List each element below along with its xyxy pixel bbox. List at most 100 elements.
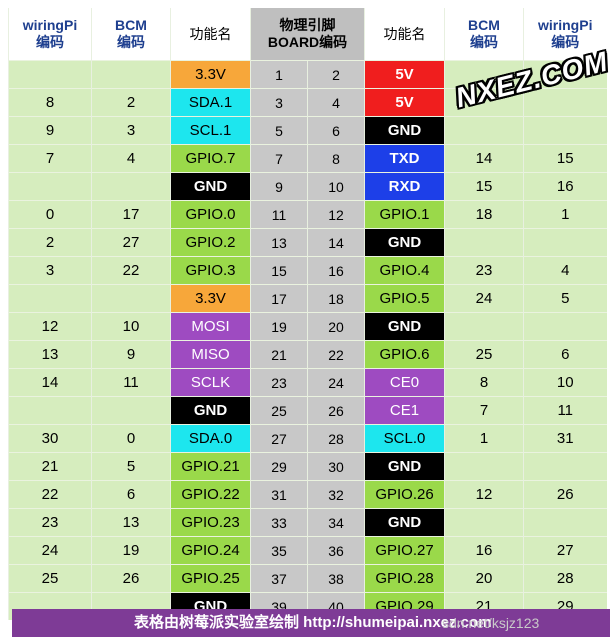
wiringpi-right-cell: 1: [523, 200, 607, 229]
board-pin-right-cell: 18: [307, 284, 365, 313]
board-pin-right-cell: 28: [307, 424, 365, 453]
header-bcm-right: BCM 编码: [444, 8, 524, 61]
bcm-left-cell: 0: [91, 424, 171, 453]
wiringpi-right-cell: [523, 312, 607, 341]
wiringpi-left-cell: 23: [8, 508, 92, 537]
board-pin-left-cell: 35: [250, 536, 308, 565]
wiringpi-left-cell: 8: [8, 88, 92, 117]
table-row: 30 0 SDA.0 27 28 SCL.0 1 31: [8, 424, 607, 453]
board-pin-right-cell: 22: [307, 340, 365, 369]
board-pin-left-cell: 11: [250, 200, 308, 229]
bcm-right-cell: 20: [444, 564, 524, 593]
bcm-right-cell: [444, 312, 524, 341]
function-right-cell: GND: [364, 452, 445, 481]
table-row: 3.3V 1 2 5V: [8, 60, 607, 89]
board-pin-left-cell: 29: [250, 452, 308, 481]
function-left-cell: SCLK: [170, 368, 251, 397]
bcm-left-cell: 13: [91, 508, 171, 537]
bcm-right-cell: 23: [444, 256, 524, 285]
board-pin-right-cell: 12: [307, 200, 365, 229]
board-pin-left-cell: 13: [250, 228, 308, 257]
bcm-right-cell: 7: [444, 396, 524, 425]
wiringpi-right-cell: 27: [523, 536, 607, 565]
wiringpi-right-cell: [523, 452, 607, 481]
wiringpi-right-cell: 26: [523, 480, 607, 509]
board-pin-right-cell: 38: [307, 564, 365, 593]
wiringpi-right-cell: 10: [523, 368, 607, 397]
wiringpi-right-cell: 31: [523, 424, 607, 453]
function-right-cell: GPIO.26: [364, 480, 445, 509]
function-left-cell: GPIO.22: [170, 480, 251, 509]
bcm-left-cell: 26: [91, 564, 171, 593]
board-pin-right-cell: 20: [307, 312, 365, 341]
board-pin-left-cell: 19: [250, 312, 308, 341]
wiringpi-left-cell: 7: [8, 144, 92, 173]
footer-overlay-watermark: sdn.net/ksjz123: [442, 615, 540, 631]
function-right-cell: GND: [364, 312, 445, 341]
board-pin-left-cell: 17: [250, 284, 308, 313]
table-row: 22 6 GPIO.22 31 32 GPIO.26 12 26: [8, 480, 607, 509]
board-pin-right-cell: 10: [307, 172, 365, 201]
board-pin-right-cell: 14: [307, 228, 365, 257]
footer-bar: 表格由树莓派实验室绘制 http://shumeipai.nxez.com sd…: [12, 609, 610, 637]
function-left-cell: GND: [170, 172, 251, 201]
function-right-cell: GPIO.27: [364, 536, 445, 565]
header-wiringpi-right-label: wiringPi 编码: [538, 17, 593, 50]
function-left-cell: 3.3V: [170, 60, 251, 89]
wiringpi-left-cell: 12: [8, 312, 92, 341]
board-pin-left-cell: 23: [250, 368, 308, 397]
header-function-left-label: 功能名: [189, 25, 232, 42]
wiringpi-right-cell: 5: [523, 284, 607, 313]
function-right-cell: CE0: [364, 368, 445, 397]
table-row: 7 4 GPIO.7 7 8 TXD 14 15: [8, 144, 607, 173]
table-row: 25 26 GPIO.25 37 38 GPIO.28 20 28: [8, 564, 607, 593]
wiringpi-left-cell: 24: [8, 536, 92, 565]
board-pin-right-cell: 6: [307, 116, 365, 145]
board-pin-left-cell: 33: [250, 508, 308, 537]
function-left-cell: MISO: [170, 340, 251, 369]
function-left-cell: GPIO.25: [170, 564, 251, 593]
function-right-cell: SCL.0: [364, 424, 445, 453]
table-row: 12 10 MOSI 19 20 GND: [8, 312, 607, 341]
table-row: 8 2 SDA.1 3 4 5V: [8, 88, 607, 117]
wiringpi-left-cell: [8, 284, 92, 313]
board-pin-left-cell: 3: [250, 88, 308, 117]
board-pin-right-cell: 16: [307, 256, 365, 285]
bcm-right-cell: [444, 452, 524, 481]
footer-credit-text: 表格由树莓派实验室绘制 http://shumeipai.nxez.com: [134, 614, 492, 631]
table-row: 9 3 SCL.1 5 6 GND: [8, 116, 607, 145]
function-right-cell: GND: [364, 228, 445, 257]
bcm-left-cell: 22: [91, 256, 171, 285]
function-right-cell: GND: [364, 508, 445, 537]
function-right-cell: GND: [364, 116, 445, 145]
function-left-cell: SCL.1: [170, 116, 251, 145]
bcm-right-cell: [444, 60, 524, 89]
bcm-right-cell: 24: [444, 284, 524, 313]
wiringpi-left-cell: 30: [8, 424, 92, 453]
header-function-left: 功能名: [170, 8, 251, 61]
function-right-cell: GPIO.6: [364, 340, 445, 369]
wiringpi-left-cell: 25: [8, 564, 92, 593]
board-pin-right-cell: 24: [307, 368, 365, 397]
bcm-left-cell: [91, 396, 171, 425]
table-row: 2 27 GPIO.2 13 14 GND: [8, 228, 607, 257]
bcm-left-cell: 5: [91, 452, 171, 481]
function-left-cell: GPIO.3: [170, 256, 251, 285]
wiringpi-right-cell: 4: [523, 256, 607, 285]
function-right-cell: GPIO.1: [364, 200, 445, 229]
gpio-pin-table: wiringPi 编码 BCM 编码 功能名 物理引脚 BOARD编码 功能名 …: [8, 8, 607, 620]
function-right-cell: 5V: [364, 88, 445, 117]
function-right-cell: GPIO.28: [364, 564, 445, 593]
bcm-right-cell: 8: [444, 368, 524, 397]
board-pin-left-cell: 7: [250, 144, 308, 173]
board-pin-right-cell: 2: [307, 60, 365, 89]
bcm-right-cell: 1: [444, 424, 524, 453]
header-function-right: 功能名: [364, 8, 445, 61]
header-bcm-right-label: BCM 编码: [468, 17, 500, 50]
table-row: GND 9 10 RXD 15 16: [8, 172, 607, 201]
function-left-cell: GPIO.2: [170, 228, 251, 257]
board-pin-left-cell: 27: [250, 424, 308, 453]
bcm-right-cell: 16: [444, 536, 524, 565]
bcm-right-cell: 12: [444, 480, 524, 509]
table-header-row: wiringPi 编码 BCM 编码 功能名 物理引脚 BOARD编码 功能名 …: [8, 8, 607, 61]
